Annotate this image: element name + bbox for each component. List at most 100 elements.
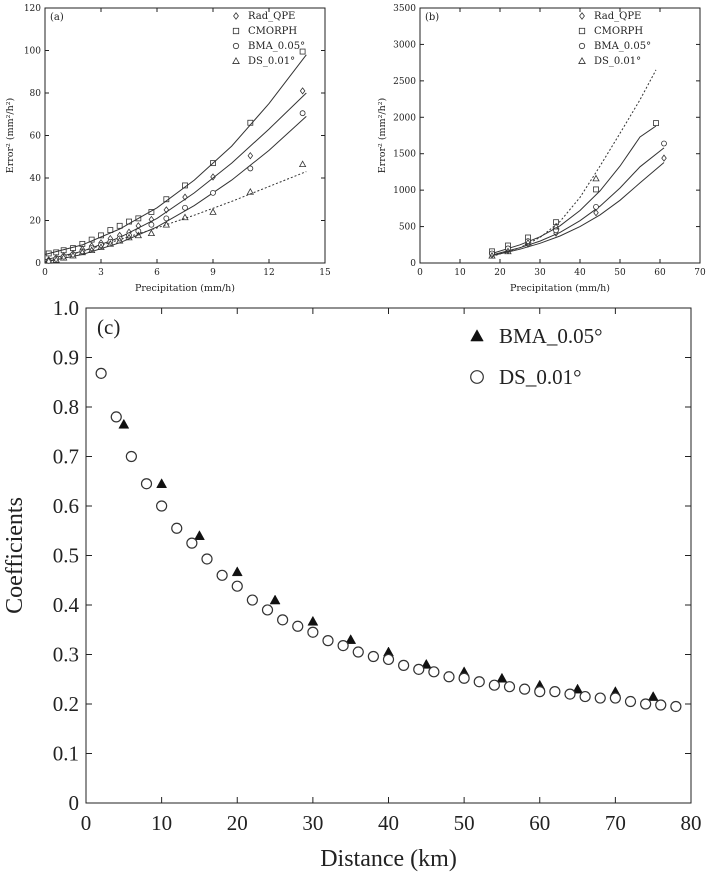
data-point [269,594,281,605]
plot-frame [85,307,692,804]
y-tick-label: 0.4 [53,593,80,617]
data-point [79,240,86,247]
x-tick-label: 70 [694,268,706,278]
data-point [593,186,599,193]
data-point [53,249,60,256]
y-tick-label: 0.3 [53,643,79,667]
data-point [147,229,156,237]
x-tick-label: 60 [654,268,666,278]
legend-marker [578,56,586,64]
data-point [125,450,137,463]
legend-item: Rad_QPE [233,11,295,22]
x-tick-label: 60 [529,811,550,835]
y-axis-label: Error² (mm²/h²) [5,98,16,173]
legend-label: BMA_0.05° [594,41,651,52]
data-point [45,250,52,257]
data-point [163,206,170,214]
data-point [182,193,188,201]
x-tick-label: 10 [151,811,172,835]
data-point [593,209,599,217]
data-point [552,222,560,230]
data-point [231,580,243,592]
data-point [593,203,599,210]
series-ds-0-01- [488,174,600,259]
legend-label: DS_0.01° [594,56,641,67]
series-cmorph [489,120,659,255]
series-ds-0-01- [95,367,682,713]
data-point [45,257,53,264]
data-point [210,160,216,167]
data-point [163,215,170,222]
data-point [97,243,105,250]
data-point [134,231,143,239]
fit-line-ds-0-01- [491,69,657,257]
data-point [413,663,425,675]
fit-line-rad-qpe [491,162,665,257]
data-point [261,604,274,616]
data-point [115,236,124,244]
y-tick-label: 3500 [393,4,416,14]
x-tick-label: 50 [454,811,475,835]
y-tick-label: 2500 [393,77,416,87]
data-point [473,676,485,688]
x-tick-label: 10 [454,268,466,278]
y-tick-label: 20 [30,217,42,227]
y-tick-label: 0.1 [53,742,79,766]
x-tick-label: 30 [534,268,546,278]
y-tick-label: 60 [30,132,42,142]
panel-label: (a) [50,12,64,23]
legend-item: BMA_0.05° [232,41,305,52]
data-point [519,683,531,695]
data-point [488,679,500,691]
legend-marker [232,42,240,50]
data-point [247,119,254,126]
data-point [345,634,357,644]
data-point [564,688,576,700]
x-tick-label: 12 [263,268,274,278]
data-point [95,367,107,379]
x-tick-label: 20 [494,268,506,278]
x-axis-label: Precipitation (mm/h) [135,283,235,294]
data-point [70,245,76,252]
data-point [201,553,213,565]
fit-line-bma-0-05- [44,116,307,263]
data-point [210,189,216,196]
legend-label: DS_0.01° [248,56,295,67]
data-point [579,690,591,703]
x-axis-label: Distance (km) [320,846,457,872]
data-point [382,653,395,666]
plot-frame [419,7,701,264]
data-point [148,209,155,215]
x-tick-label: 15 [319,268,331,278]
data-point [246,594,258,606]
data-point [118,418,130,429]
y-tick-label: 0.6 [53,494,79,518]
data-point [299,48,306,55]
x-tick-label: 0 [81,811,92,835]
series-cmorph [45,48,306,257]
data-point [209,208,217,215]
legend-label: DS_0.01° [499,365,582,389]
data-point [307,626,319,638]
data-point [156,500,168,512]
data-point [246,187,255,195]
x-tick-label: 0 [42,268,48,278]
data-point [140,478,153,490]
data-point [148,221,155,228]
data-point [59,253,68,261]
y-tick-label: 0 [410,259,416,269]
series-rad-qpe [489,154,667,259]
legend-label: Rad_QPE [594,11,641,22]
data-point [277,614,289,626]
data-point [107,227,114,233]
legend-label: CMORPH [248,26,297,37]
x-tick-label: 40 [378,811,399,835]
x-tick-label: 30 [302,811,323,835]
x-axis-label: Precipitation (mm/h) [510,283,610,294]
y-tick-label: 1.0 [53,296,79,320]
data-point [553,227,559,234]
data-point [247,152,254,160]
data-point [52,255,60,263]
x-tick-label: 50 [614,268,626,278]
y-tick-label: 0.9 [53,346,79,370]
